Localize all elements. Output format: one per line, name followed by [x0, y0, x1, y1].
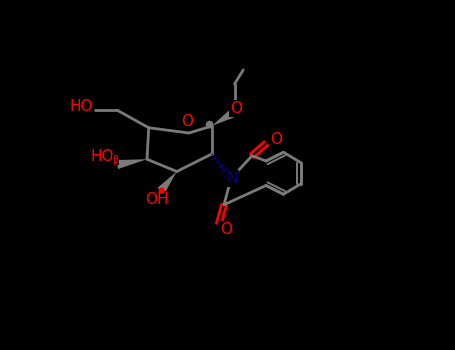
- Circle shape: [159, 188, 164, 193]
- Text: O: O: [270, 133, 282, 147]
- Text: HO: HO: [69, 99, 93, 114]
- Polygon shape: [157, 172, 177, 194]
- Text: OH: OH: [145, 192, 168, 207]
- Text: N: N: [227, 171, 238, 186]
- Text: O: O: [220, 222, 232, 237]
- Circle shape: [207, 121, 213, 128]
- Text: O: O: [181, 114, 193, 129]
- Polygon shape: [212, 108, 237, 126]
- Text: O: O: [230, 101, 242, 116]
- Text: HO: HO: [90, 149, 114, 164]
- Text: β: β: [112, 155, 119, 165]
- Polygon shape: [116, 159, 147, 169]
